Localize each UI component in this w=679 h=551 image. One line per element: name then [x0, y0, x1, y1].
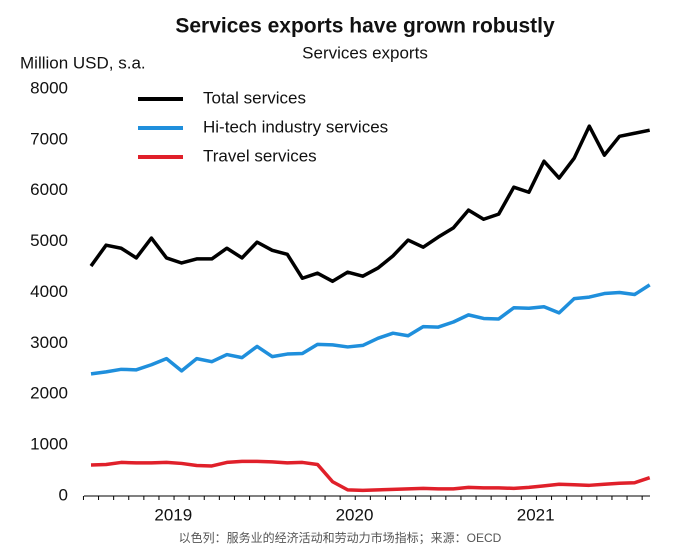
y-tick-label: 7000	[30, 129, 68, 148]
y-tick-label: 4000	[30, 282, 68, 301]
y-tick-label: 6000	[30, 180, 68, 199]
x-tick-label: 2020	[336, 505, 374, 524]
x-tick-label: 2019	[154, 505, 192, 524]
series-line	[90, 459, 651, 493]
y-tick-label: 2000	[30, 384, 68, 403]
legend-label: Total services	[203, 88, 306, 107]
source-note: 以色列：服务业的经济活动和劳动力市场指标；来源：OECD	[179, 530, 502, 545]
y-tick-label: 0	[59, 485, 68, 504]
y-tick-label: 3000	[30, 333, 68, 352]
chart-subtitle: Services exports	[302, 43, 428, 62]
series-line	[89, 124, 651, 284]
series-line	[90, 283, 651, 376]
x-tick-label: 2021	[517, 505, 555, 524]
y-tick-label: 8000	[30, 78, 68, 97]
y-tick-label: 5000	[30, 231, 68, 250]
legend-label: Hi-tech industry services	[203, 117, 388, 136]
chart-title: Services exports have grown robustly	[175, 15, 555, 38]
y-tick-label: 1000	[30, 435, 68, 454]
legend-label: Travel services	[203, 146, 317, 165]
y-axis-label: Million USD, s.a.	[20, 53, 146, 72]
